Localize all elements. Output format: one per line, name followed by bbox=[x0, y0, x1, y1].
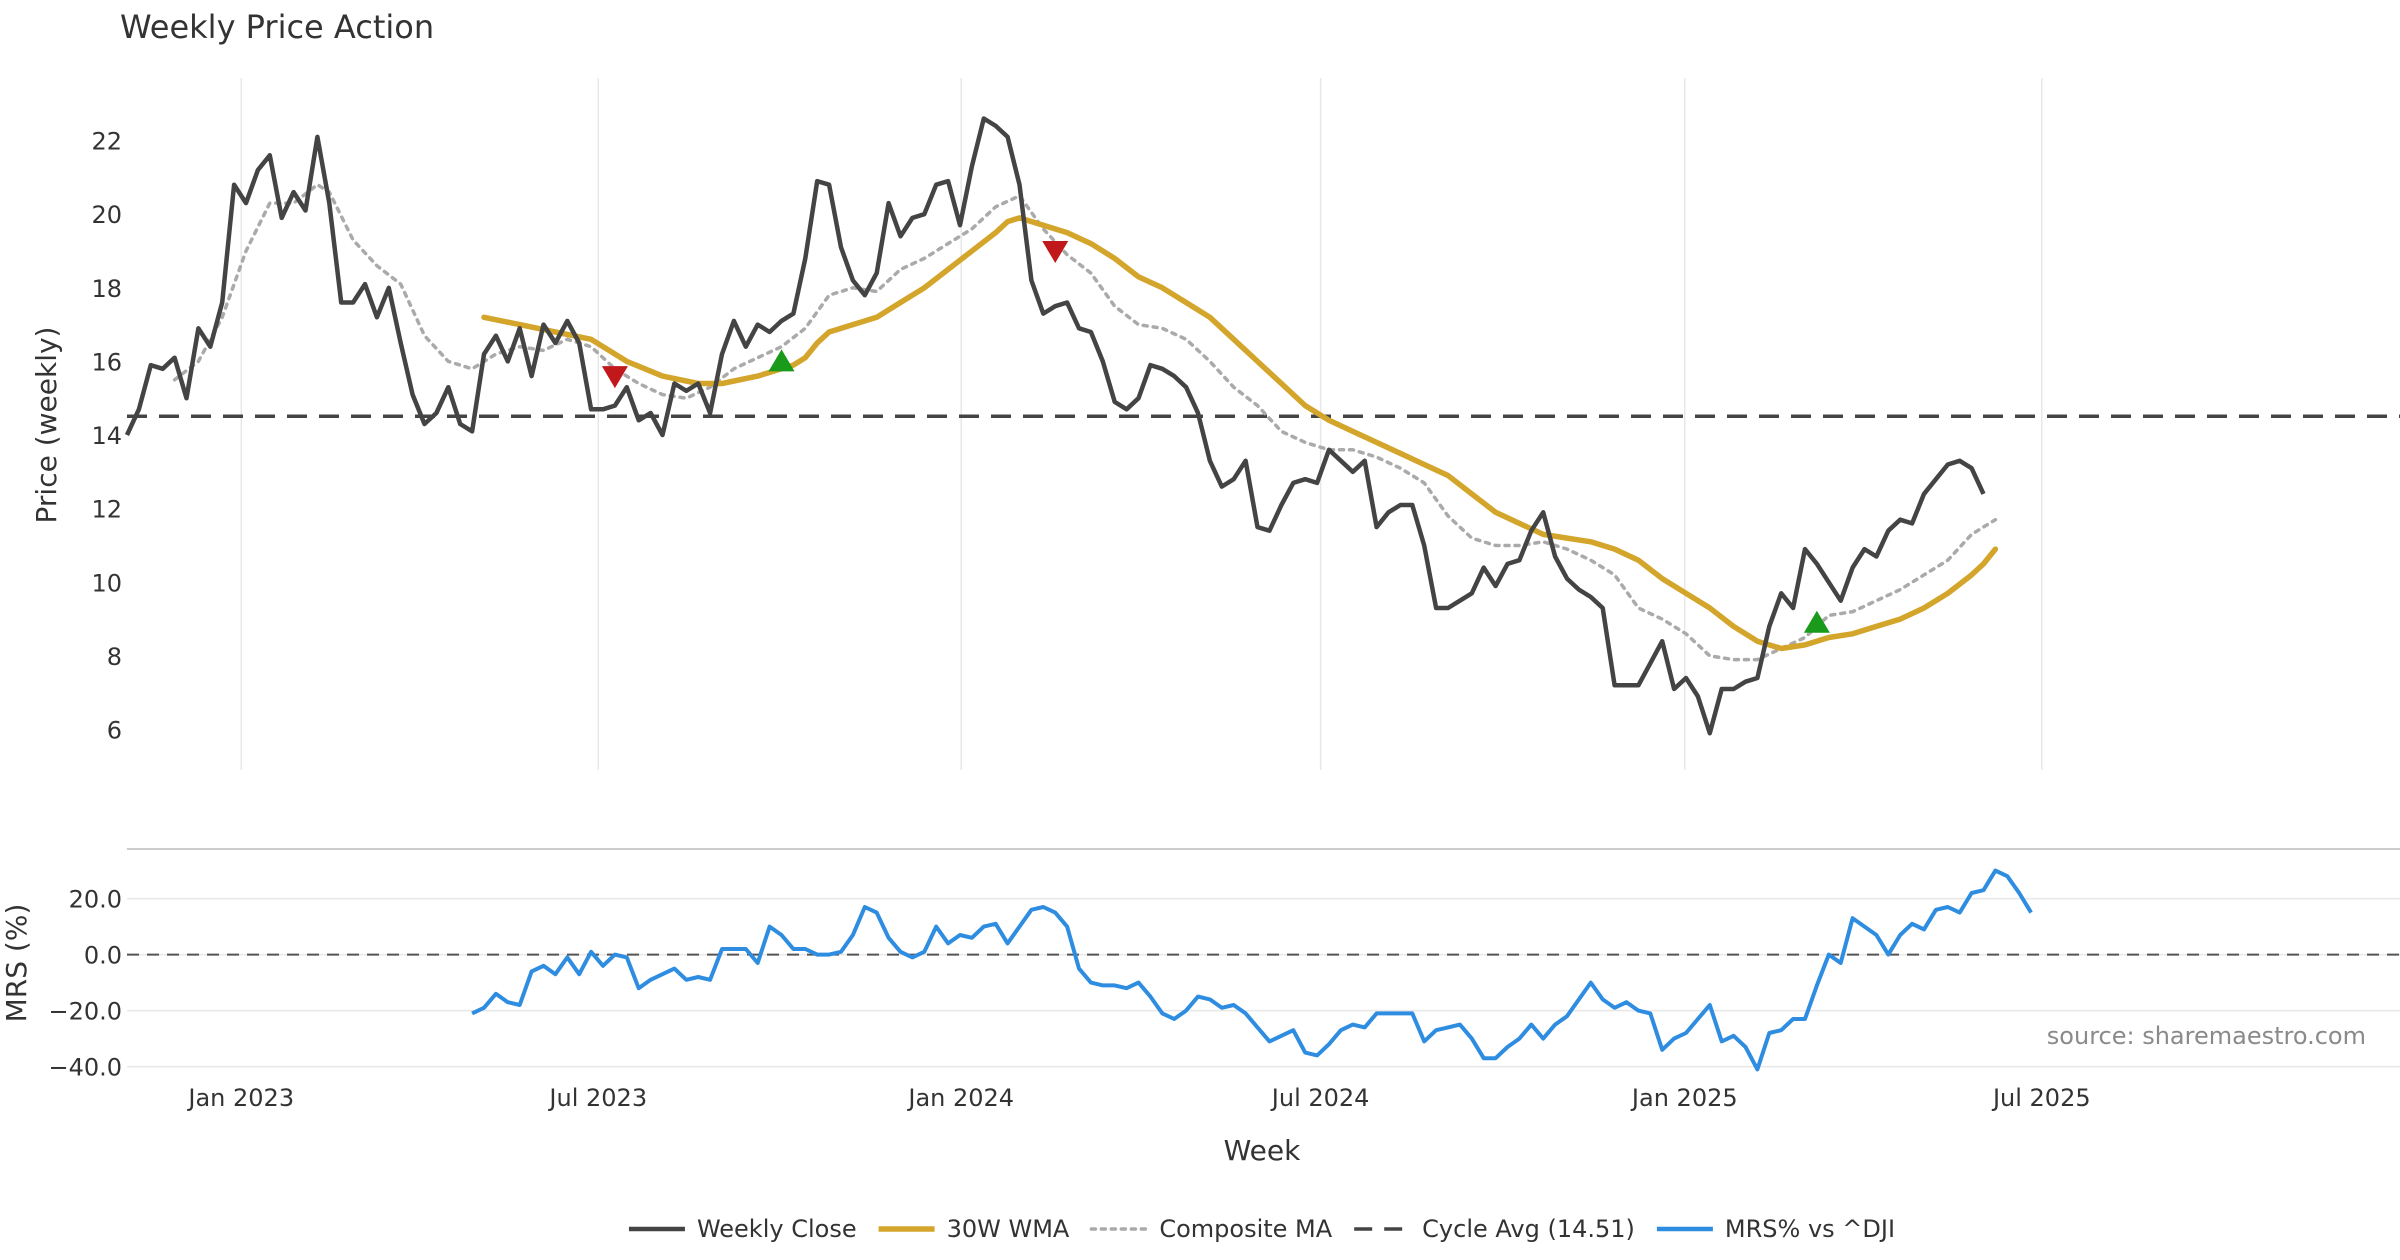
x-tick-label: Jan 2023 bbox=[186, 1084, 294, 1112]
buy-signal-marker bbox=[768, 349, 795, 372]
legend-label-close: Weekly Close bbox=[697, 1215, 857, 1243]
legend-label-composite: Composite MA bbox=[1159, 1215, 1332, 1243]
price-y-tick-label: 18 bbox=[91, 275, 122, 303]
price-y-tick-label: 6 bbox=[107, 717, 122, 745]
buy-signal-marker bbox=[1803, 610, 1830, 633]
price-y-tick-label: 12 bbox=[91, 496, 122, 524]
price-series-group bbox=[124, 116, 2400, 736]
sell-signal-marker bbox=[1042, 241, 1069, 263]
chart-title: Weekly Price Action bbox=[120, 8, 434, 46]
price-y-axis-label: Price (weekly) bbox=[30, 327, 63, 524]
x-tick-label: Jul 2024 bbox=[1270, 1084, 1370, 1112]
sell-signal-marker bbox=[601, 366, 628, 389]
weekly-close-line bbox=[124, 116, 1986, 736]
x-axis-ticks: Jan 2023 Jul 2023 Jan 2024 Jul 2024 Jan 2025… bbox=[186, 1084, 2090, 1112]
mrs-series-group bbox=[127, 868, 2400, 1072]
x-tick-label: Jul 2025 bbox=[1991, 1084, 2091, 1112]
x-tick-label: Jan 2025 bbox=[1630, 1084, 1738, 1112]
source-note: source: sharemaestro.com bbox=[2047, 1022, 2366, 1050]
wma-30w-line bbox=[481, 215, 1999, 652]
mrs-y-tick-label: 20.0 bbox=[69, 886, 122, 914]
price-y-ticks: 6 8 10 12 14 16 18 20 22 bbox=[91, 128, 122, 745]
price-y-tick-label: 10 bbox=[91, 569, 122, 597]
price-y-tick-label: 22 bbox=[91, 128, 122, 156]
mrs-y-tick-label: 0.0 bbox=[84, 942, 122, 970]
price-y-tick-label: 16 bbox=[91, 348, 122, 376]
x-axis-label: Week bbox=[1224, 1134, 1301, 1167]
x-tick-label: Jul 2023 bbox=[547, 1084, 647, 1112]
mrs-y-tick-label: −40.0 bbox=[48, 1054, 122, 1082]
price-y-tick-label: 20 bbox=[91, 201, 122, 229]
mrs-y-ticks: 20.0 0.0 −20.0 −40.0 bbox=[48, 886, 122, 1082]
x-tick-label: Jan 2024 bbox=[906, 1084, 1014, 1112]
mrs-line bbox=[471, 868, 2033, 1072]
price-y-tick-label: 8 bbox=[107, 643, 122, 671]
composite-ma-line bbox=[172, 182, 1998, 662]
legend-label-cycle: Cycle Avg (14.51) bbox=[1422, 1215, 1635, 1243]
legend-label-wma: 30W WMA bbox=[947, 1215, 1070, 1243]
legend-label-mrs: MRS% vs ^DJI bbox=[1725, 1215, 1895, 1243]
mrs-y-tick-label: −20.0 bbox=[48, 998, 122, 1026]
price-panel-grid bbox=[240, 78, 2043, 770]
mrs-y-axis-label: MRS (%) bbox=[0, 904, 33, 1023]
legend: Weekly Close 30W WMA Composite MA Cycle Avg… bbox=[628, 1215, 1895, 1243]
price-y-tick-label: 14 bbox=[91, 422, 122, 450]
signal-markers bbox=[601, 241, 1830, 633]
